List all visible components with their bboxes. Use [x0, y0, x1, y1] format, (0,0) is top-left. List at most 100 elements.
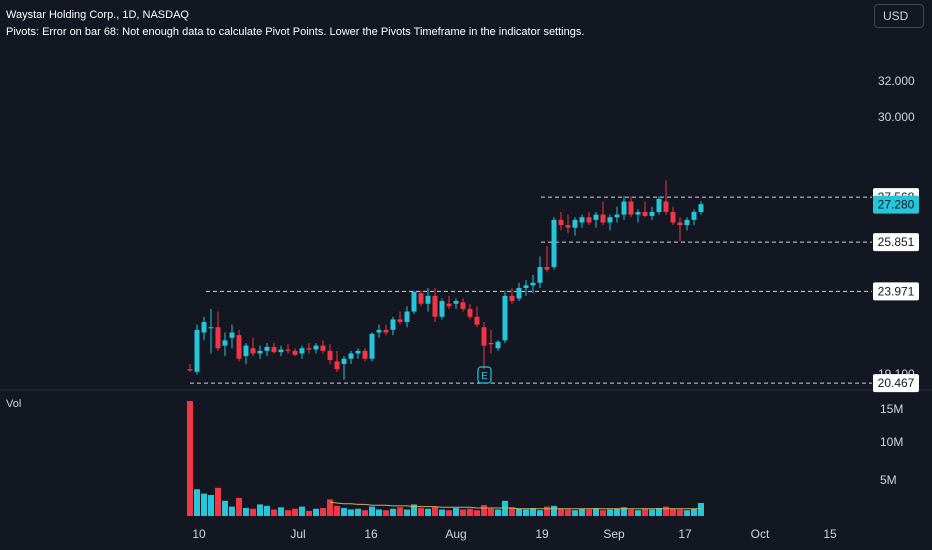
- volume-bar: [656, 508, 662, 516]
- time-axis-label: 15: [823, 527, 837, 541]
- pivot-lines: [190, 196, 872, 384]
- time-axis[interactable]: 10 Jul 16 Aug 19 Sep 17 Oct 15: [192, 527, 837, 541]
- candle-body: [530, 282, 536, 286]
- time-axis-label: Aug: [445, 527, 466, 541]
- candle-body: [460, 302, 466, 309]
- candle-body: [642, 212, 648, 216]
- candle-body: [502, 295, 508, 341]
- time-axis-label: Sep: [603, 527, 625, 541]
- candle-body: [593, 214, 599, 220]
- volume-bar: [376, 509, 382, 516]
- volume-bar: [551, 505, 557, 516]
- last-price-badge: [873, 195, 919, 214]
- candle-body: [299, 348, 305, 354]
- candle-body: [292, 350, 298, 355]
- volume-axis-label: 15M: [880, 402, 903, 416]
- candle-body: [390, 319, 396, 330]
- volume-bar: [453, 508, 459, 516]
- volume-bar: [278, 507, 284, 516]
- candle-body: [495, 341, 501, 349]
- candle-body: [425, 295, 431, 304]
- volume-bar: [649, 509, 655, 516]
- volume-bar: [257, 504, 263, 516]
- candle-body: [264, 346, 270, 351]
- volume-bar: [558, 508, 564, 516]
- pivots-error-message: Pivots: Error on bar 68: Not enough data…: [6, 26, 585, 38]
- candle-body: [572, 219, 578, 228]
- volume-bar: [320, 508, 326, 516]
- volume-bar: [628, 509, 634, 516]
- candle-body: [327, 350, 333, 361]
- candle-body: [278, 349, 284, 353]
- volume-bar: [292, 508, 298, 516]
- volume-bar: [229, 506, 235, 516]
- volume-bar: [327, 499, 333, 516]
- volume-bar: [523, 509, 529, 516]
- candle-body: [579, 217, 585, 223]
- volume-bar: [397, 507, 403, 516]
- candle-body: [362, 350, 368, 359]
- volume-bar: [495, 509, 501, 516]
- candle-body: [229, 332, 235, 338]
- candle-body: [208, 327, 214, 329]
- earnings-marker[interactable]: E: [477, 366, 492, 384]
- candle-body: [446, 303, 452, 307]
- volume-bar: [614, 508, 620, 516]
- pivot-value-label: 25.851: [878, 235, 915, 249]
- candle-body: [453, 301, 459, 304]
- candle-body: [348, 353, 354, 359]
- volume-bars: [187, 401, 704, 516]
- volume-bar: [586, 509, 592, 516]
- currency-button[interactable]: USD: [874, 4, 924, 28]
- volume-bar: [621, 507, 627, 516]
- price-axis-label: 32.000: [878, 74, 915, 88]
- volume-bar: [488, 508, 494, 516]
- candle-body: [628, 201, 634, 215]
- candle-body: [698, 204, 704, 212]
- volume-bar: [572, 510, 578, 516]
- volume-bar: [341, 508, 347, 516]
- volume-bar: [698, 502, 704, 516]
- candle-body: [383, 329, 389, 333]
- candle-body: [243, 345, 249, 357]
- candle-body: [621, 201, 627, 215]
- candle-body: [691, 212, 697, 220]
- candle-body: [600, 214, 606, 223]
- candle-body: [432, 295, 438, 317]
- candle-body: [635, 212, 641, 215]
- candle-body: [271, 346, 277, 353]
- candles: [187, 180, 704, 380]
- price-axis[interactable]: 32.00030.00022.00019.10027.56825.85123.9…: [873, 74, 919, 487]
- candle-body: [215, 327, 221, 349]
- candle-body: [607, 217, 613, 223]
- volume-bar: [187, 401, 193, 516]
- candle-body: [411, 291, 417, 312]
- candle-body: [187, 369, 193, 371]
- volume-bar: [530, 508, 536, 516]
- time-axis-label: Jul: [290, 527, 305, 541]
- volume-bar: [663, 506, 669, 516]
- volume-bar: [516, 508, 522, 516]
- volume-bar: [509, 507, 515, 516]
- pivot-value-label: 20.467: [878, 376, 915, 390]
- candle-body: [586, 217, 592, 223]
- candle-body: [236, 335, 242, 359]
- pivot-value-label: 23.971: [878, 284, 915, 298]
- volume-bar: [670, 508, 676, 516]
- volume-bar: [691, 508, 697, 516]
- symbol-title[interactable]: Waystar Holding Corp., 1D, NASDAQ: [6, 9, 189, 21]
- candle-body: [341, 358, 347, 364]
- volume-label[interactable]: Vol: [6, 398, 22, 410]
- candle-body: [474, 316, 480, 325]
- price-axis-label: 30.000: [878, 110, 915, 124]
- time-axis-label: Oct: [751, 527, 770, 541]
- volume-bar: [313, 508, 319, 516]
- candle-body: [334, 361, 340, 370]
- candle-body: [649, 212, 655, 216]
- pivot-value-badge: [873, 282, 919, 301]
- volume-bar: [404, 509, 410, 516]
- candle-body: [313, 345, 319, 350]
- candle-body: [509, 295, 515, 302]
- volume-bar: [439, 509, 445, 516]
